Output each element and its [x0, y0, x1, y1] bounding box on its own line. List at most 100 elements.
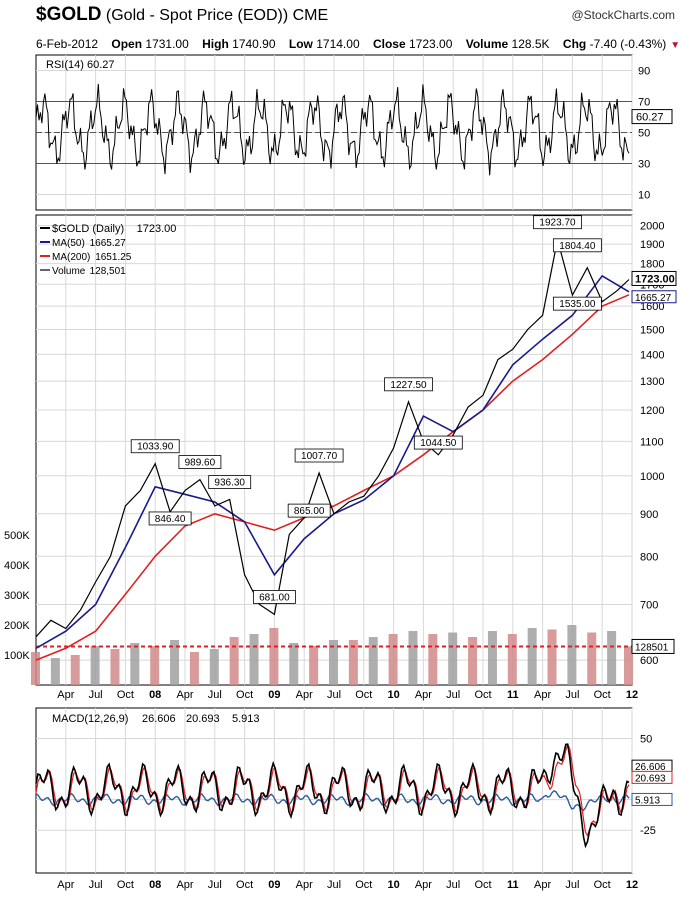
rsi-y-tick-label: 70 — [638, 97, 650, 109]
volume-y-tick-label: 400K — [4, 560, 30, 572]
macd-y-tick-label: -25 — [640, 825, 656, 837]
rsi-last-value: 60.27 — [636, 112, 664, 124]
volume-y-tick-label: 200K — [4, 620, 30, 632]
ma50-last-value-tag — [631, 290, 677, 304]
price-legend-value: 1651.25 — [95, 252, 132, 263]
macd-legend-value: 26.606 — [142, 713, 176, 725]
price-x-tick-label: Oct — [236, 689, 253, 701]
macd-x-tick-label: 11 — [507, 879, 519, 891]
price-legend-value: 1665.27 — [90, 238, 127, 249]
macd-x-tick-label: Oct — [355, 879, 372, 891]
close-label: Close — [372, 37, 406, 51]
macd-x-tick-label: Apr — [176, 879, 193, 891]
volume-bar — [229, 637, 239, 685]
price-annotation-label: 1535.00 — [559, 299, 596, 310]
price-legend-name: MA(200) — [52, 252, 90, 263]
price-legend-value: 1723.00 — [137, 223, 177, 235]
chg-value: -7.40 (-0.43%) — [589, 37, 667, 51]
volume-bar — [329, 640, 338, 685]
volume-bar — [170, 640, 180, 685]
macd-x-tick-label: Jul — [327, 879, 341, 891]
price-y-tick-label: 1300 — [640, 376, 664, 388]
macd-line — [35, 743, 630, 849]
price-x-tick-label: Oct — [355, 689, 372, 701]
price-y-tick-label: 1600 — [640, 301, 664, 313]
price-annotation-box — [533, 215, 582, 230]
price-x-tick-label: Jul — [327, 689, 341, 701]
volume-bar — [289, 643, 299, 685]
volume-bar — [624, 646, 634, 685]
price-y-tick-label: 1800 — [640, 259, 664, 271]
high-value: 1740.90 — [232, 37, 276, 51]
price-annotation-box — [384, 377, 433, 392]
price-annotation-box — [413, 435, 463, 450]
quote-bar: 6-Feb-2012 Open 1731.00 High 1740.90 Low… — [36, 37, 680, 51]
price-x-tick-label: Oct — [594, 689, 611, 701]
price-y-tick-label: 1100 — [640, 436, 664, 448]
macd-x-tick-label: 10 — [387, 879, 399, 891]
rsi-line — [35, 83, 630, 176]
macd-y-tick-label: 50 — [640, 734, 652, 746]
volume-bar — [507, 634, 517, 685]
price-x-tick-label: Apr — [57, 689, 74, 701]
volume-bar — [487, 631, 497, 685]
rsi-y-tick-label: 50 — [638, 128, 650, 140]
price-x-tick-label: Oct — [117, 689, 134, 701]
volume-bar — [348, 640, 358, 685]
price-x-tick-label: 08 — [149, 689, 161, 701]
price-y-tick-label: 900 — [640, 509, 658, 521]
price-x-tick-label: Jul — [446, 689, 460, 701]
price-x-tick-label: Oct — [474, 689, 491, 701]
price-y-tick-label: 1000 — [640, 471, 664, 483]
price-y-tick-label: 1400 — [640, 349, 664, 361]
price-annotation-label: 1007.70 — [301, 451, 338, 462]
volume-label: Volume — [465, 37, 509, 51]
volume-last-value-tag — [631, 638, 675, 654]
price-legend-name: MA(50) — [52, 238, 85, 249]
low-label: Low — [288, 37, 313, 51]
volume-bar — [587, 632, 597, 685]
price-x-tick-label: Jul — [208, 689, 222, 701]
price-x-tick-label: 10 — [387, 689, 399, 701]
price-annotation-box — [130, 439, 180, 454]
price-x-tick-label: 12 — [626, 689, 638, 701]
close-value: 1723.00 — [409, 37, 453, 51]
price-legend-name: Volume — [52, 266, 86, 277]
macd-x-tick-label: 12 — [626, 879, 638, 891]
price-annotation-box — [552, 296, 602, 311]
rsi-legend: RSI(14) 60.27 — [46, 59, 114, 71]
volume-bar — [31, 652, 40, 685]
volume-bar — [448, 632, 458, 685]
price-annotation-label: 1033.90 — [137, 442, 174, 453]
price-y-tick-label: 2000 — [640, 221, 664, 233]
macd-x-tick-label: Jul — [89, 879, 103, 891]
macd-last-value: 26.606 — [635, 762, 666, 773]
macd-x-tick-label: Jul — [208, 879, 222, 891]
volume-bar — [368, 637, 378, 685]
volume-value: 128.5K — [511, 37, 550, 51]
price-annotation-label: 989.60 — [185, 458, 216, 469]
price-x-tick-label: Jul — [565, 689, 579, 701]
macd-legend-name: MACD(12,26,9) — [52, 713, 128, 725]
price-y-tick-label: 1900 — [640, 239, 664, 251]
price-last-value: 1723.00 — [635, 273, 675, 285]
volume-bar — [388, 634, 398, 685]
macd-x-tick-label: Jul — [565, 879, 579, 891]
price-y-tick-label: 1200 — [640, 405, 664, 417]
macd-x-tick-label: Oct — [236, 879, 253, 891]
price-legend-name: $GOLD (Daily) — [52, 223, 124, 235]
open-label: Open — [111, 37, 143, 51]
price-annotation-box — [287, 503, 331, 518]
macd-last-value: 20.693 — [635, 773, 666, 784]
ma200-line — [35, 294, 630, 661]
price-annotation-label: 681.00 — [259, 592, 290, 603]
volume-last-value: 128501 — [635, 642, 669, 653]
price-x-tick-label: Jul — [89, 689, 103, 701]
rsi-y-tick-label: 90 — [638, 66, 650, 78]
symbol-description: (Gold - Spot Price (EOD)) CME — [105, 7, 329, 24]
macd-last-value-tag — [631, 792, 673, 806]
volume-bar — [468, 637, 478, 685]
price-y-tick-label: 800 — [640, 551, 658, 563]
macd-x-tick-label: Jul — [446, 879, 460, 891]
